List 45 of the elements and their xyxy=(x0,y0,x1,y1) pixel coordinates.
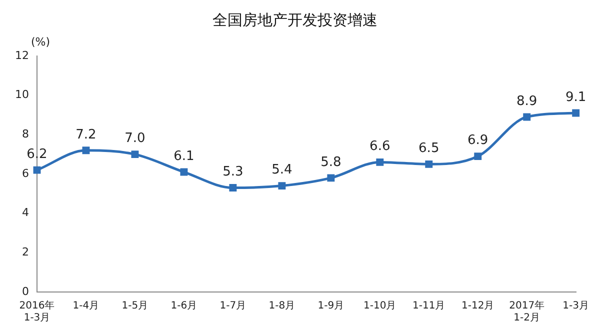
x-tick-label: 1-7月 xyxy=(220,300,246,312)
point xyxy=(572,109,580,117)
data-label: 6.9 xyxy=(468,133,488,148)
point xyxy=(474,152,482,160)
point xyxy=(82,146,90,154)
point xyxy=(425,160,433,168)
x-tick-label: 1-12月 xyxy=(462,300,494,312)
point xyxy=(131,150,139,158)
x-tick-label: 1-10月 xyxy=(364,300,396,312)
data-label: 6.6 xyxy=(370,139,390,154)
data-label: 5.3 xyxy=(222,164,244,180)
x-tick-label: 1-6月 xyxy=(170,300,198,312)
y-tick-label: 10 xyxy=(14,88,29,102)
data-label: 5.4 xyxy=(272,162,292,178)
point xyxy=(376,158,384,166)
y-tick-label: 0 xyxy=(22,284,29,298)
x-tick-label: 1-8月 xyxy=(268,300,296,312)
y-tick-label: 6 xyxy=(22,166,29,180)
y-tick-label: 12 xyxy=(14,48,29,62)
point xyxy=(229,184,237,192)
x-tick-label: 2016年 1-3月 xyxy=(19,300,55,324)
data-label: 5.8 xyxy=(320,154,342,170)
x-tick-label: 1-3月 xyxy=(562,300,590,312)
data-label: 9.1 xyxy=(565,90,586,105)
point xyxy=(180,168,188,176)
y-tick-label: 2 xyxy=(22,246,29,259)
y-axis-title: (%) xyxy=(30,35,50,48)
y-tick-label: 4 xyxy=(22,206,29,220)
data-label: 6.1 xyxy=(174,148,194,164)
chart-title: 全国房地产开发投资增速 xyxy=(212,10,378,29)
point xyxy=(327,174,335,182)
y-tick-label: 8 xyxy=(22,128,29,141)
data-label: 6.2 xyxy=(26,146,48,162)
data-label: 7.2 xyxy=(76,127,96,142)
data-label: 8.9 xyxy=(516,94,538,109)
x-tick-label: 1-4月 xyxy=(72,300,100,312)
x-tick-label: 1-9月 xyxy=(318,300,344,312)
x-tick-label: 1-11月 xyxy=(412,300,446,312)
point xyxy=(278,182,286,190)
data-label: 7.0 xyxy=(124,131,146,146)
x-tick-label: 1-5月 xyxy=(122,300,148,312)
point xyxy=(523,113,531,121)
data-label: 6.5 xyxy=(418,141,440,156)
x-tick-label: 2017年 1-2月 xyxy=(509,300,545,324)
point xyxy=(33,166,41,174)
